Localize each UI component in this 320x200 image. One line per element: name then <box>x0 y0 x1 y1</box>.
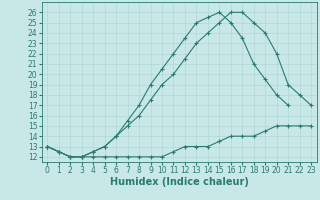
X-axis label: Humidex (Indice chaleur): Humidex (Indice chaleur) <box>110 177 249 187</box>
